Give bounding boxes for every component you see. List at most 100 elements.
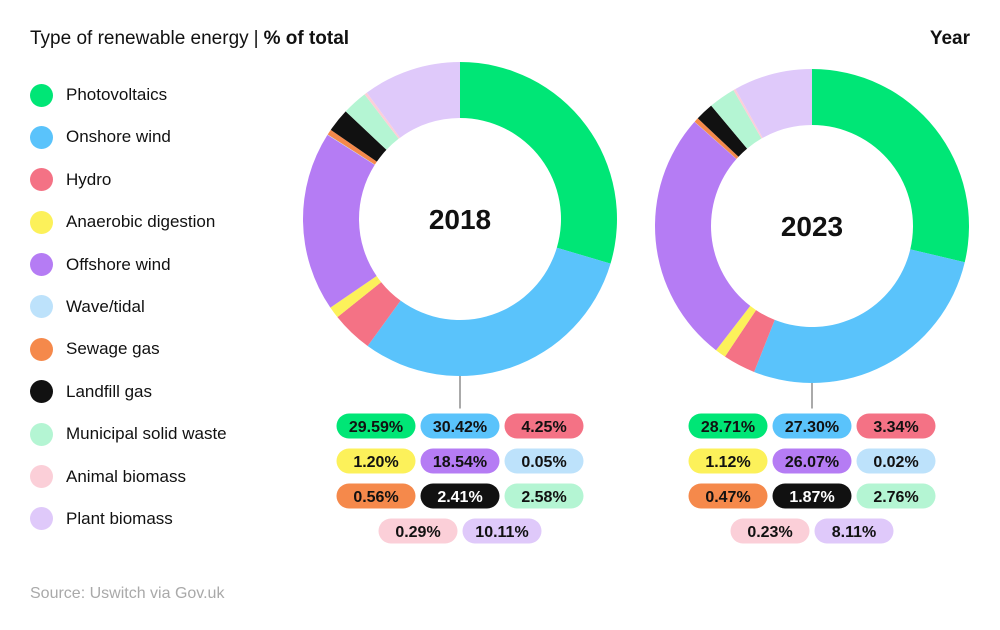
- legend-swatch: [30, 168, 53, 192]
- pill-value: 2.41%: [437, 489, 482, 506]
- legend-item-wave-tidal: Wave/tidal: [30, 295, 227, 319]
- pill-background: [336, 483, 416, 509]
- pill-value: 29.59%: [349, 419, 403, 436]
- pill-value: 1.12%: [705, 454, 750, 471]
- value-pill-plant-biomass: 10.11%: [462, 518, 542, 544]
- legend-label: Wave/tidal: [66, 296, 145, 316]
- pill-value: 27.30%: [785, 419, 839, 436]
- slice-offshore-wind: [303, 134, 377, 308]
- source-note: Source: Uswitch via Gov.uk: [30, 585, 225, 602]
- value-pill-onshore-wind: 30.42%: [420, 413, 500, 439]
- pill-background: [814, 518, 894, 544]
- value-pill-plant-biomass: 8.11%: [814, 518, 894, 544]
- pill-background: [462, 518, 542, 544]
- slice-hydro: [724, 310, 775, 372]
- year-heading: Year: [929, 28, 970, 49]
- pill-background: [688, 448, 768, 474]
- legend-label: Anaerobic digestion: [66, 212, 216, 232]
- pill-background: [336, 413, 416, 439]
- value-pill-municipal-solid-waste: 2.76%: [856, 483, 936, 509]
- slice-anaerobic-digestion: [330, 275, 382, 318]
- legend-item-sewage-gas: Sewage gas: [30, 337, 227, 361]
- pill-value: 0.23%: [747, 524, 792, 541]
- donut-chart-2018: 2018 29.59% 30.42% 4.25% 1.20% 18.54% 0.05% 0.5…: [303, 62, 617, 544]
- pill-value: 2.76%: [873, 489, 918, 506]
- donut-center-label: 2023: [781, 211, 843, 242]
- value-pill-animal-biomass: 0.29%: [378, 518, 458, 544]
- pill-background: [856, 448, 936, 474]
- slice-plant-biomass: [735, 69, 812, 138]
- slice-photovoltaics: [812, 69, 969, 263]
- legend-item-animal-biomass: Animal biomass: [30, 465, 227, 489]
- pill-value: 0.47%: [705, 489, 750, 506]
- legend-swatch: [30, 83, 53, 107]
- pill-value: 8.11%: [832, 524, 876, 541]
- pill-background: [772, 413, 852, 439]
- value-pill-wave-tidal: 0.05%: [504, 448, 584, 474]
- pill-background: [504, 413, 584, 439]
- slice-animal-biomass: [733, 88, 763, 139]
- value-pill-municipal-solid-waste: 2.58%: [504, 483, 584, 509]
- pill-value: 30.42%: [433, 419, 487, 436]
- slice-animal-biomass: [364, 92, 401, 139]
- slice-sewage-gas: [327, 129, 377, 165]
- slice-landfill-gas: [697, 105, 748, 157]
- pill-background: [772, 448, 852, 474]
- slice-sewage-gas: [694, 118, 739, 159]
- pill-background: [688, 483, 768, 509]
- value-pill-photovoltaics: 29.59%: [336, 413, 416, 439]
- pill-background: [856, 483, 936, 509]
- legend-item-landfill-gas: Landfill gas: [30, 380, 227, 404]
- slice-offshore-wind: [655, 121, 751, 351]
- legend-item-offshore-wind: Offshore wind: [30, 253, 227, 277]
- pill-background: [856, 413, 936, 439]
- pill-background: [378, 518, 458, 544]
- pill-background: [420, 483, 500, 509]
- pill-background: [772, 483, 852, 509]
- value-pill-sewage-gas: 0.47%: [688, 483, 768, 509]
- legend-label: Offshore wind: [66, 254, 171, 274]
- pill-value: 28.71%: [701, 419, 755, 436]
- legend-label: Plant biomass: [66, 508, 173, 528]
- legend-swatch: [30, 337, 53, 361]
- legend-swatch: [30, 210, 53, 234]
- legend-label: Photovoltaics: [66, 85, 168, 104]
- pill-value: 0.56%: [353, 489, 398, 506]
- slice-municipal-solid-waste: [345, 94, 399, 150]
- legend-label: Municipal solid waste: [66, 424, 227, 444]
- pill-background: [504, 448, 584, 474]
- slice-plant-biomass: [366, 62, 460, 138]
- value-pill-hydro: 4.25%: [504, 413, 584, 439]
- pill-value: 10.11%: [475, 524, 528, 541]
- legend-label: Landfill gas: [66, 381, 153, 401]
- legend-label: Hydro: [66, 169, 112, 189]
- legend-item-photovoltaics: Photovoltaics: [30, 83, 227, 107]
- donut-center-label: 2018: [429, 204, 491, 235]
- slice-anaerobic-digestion: [716, 305, 757, 357]
- value-pill-photovoltaics: 28.71%: [688, 413, 768, 439]
- pill-background: [730, 518, 810, 544]
- pill-background: [420, 413, 500, 439]
- pill-value: 26.07%: [785, 454, 839, 471]
- value-pill-offshore-wind: 26.07%: [772, 448, 852, 474]
- pill-background: [420, 448, 500, 474]
- slice-hydro: [337, 282, 401, 346]
- pill-value: 3.34%: [873, 419, 918, 436]
- value-pill-onshore-wind: 27.30%: [772, 413, 852, 439]
- title-separator: |: [253, 28, 259, 49]
- pill-value: 4.25%: [521, 419, 566, 436]
- legend-item-hydro: Hydro: [30, 168, 227, 192]
- pill-background: [336, 448, 416, 474]
- slice-onshore-wind: [367, 247, 611, 376]
- legend-item-anaerobic-digestion: Anaerobic digestion: [30, 210, 227, 234]
- pill-value: 0.29%: [395, 524, 440, 541]
- legend-item-municipal-solid-waste: Municipal solid waste: [30, 422, 227, 446]
- legend-label: Onshore wind: [66, 127, 171, 147]
- legend-swatch: [30, 380, 53, 404]
- pill-background: [688, 413, 768, 439]
- value-pill-hydro: 3.34%: [856, 413, 936, 439]
- legend-item-onshore-wind: Onshore wind: [30, 125, 227, 149]
- value-pill-animal-biomass: 0.23%: [730, 518, 810, 544]
- legend-label: Sewage gas: [66, 339, 160, 359]
- pill-value: 0.05%: [521, 454, 566, 471]
